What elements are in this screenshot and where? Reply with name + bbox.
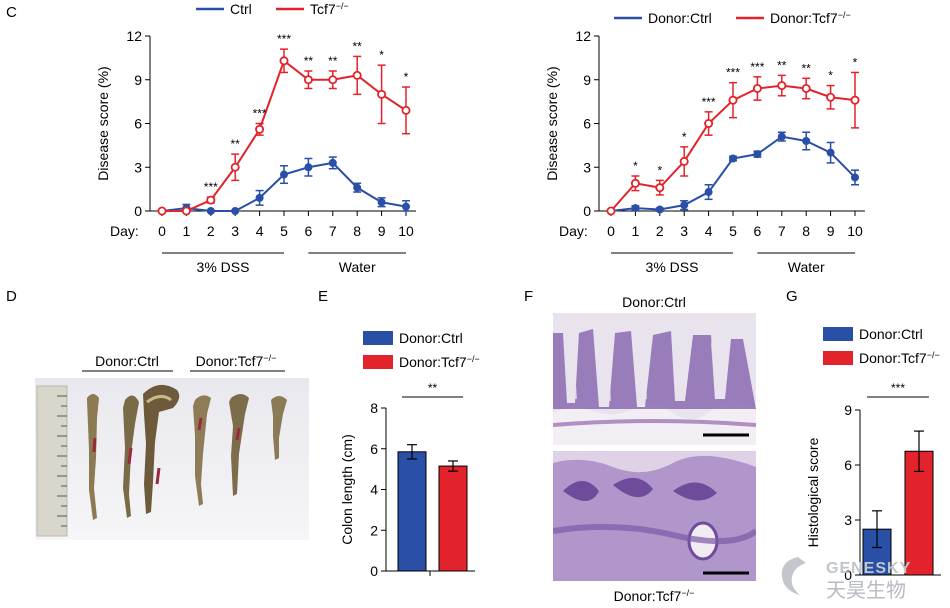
x-tick-label: 9 — [378, 223, 386, 239]
y-axis-label: Disease score (%) — [95, 66, 111, 180]
histology-image-tcf7 — [553, 451, 756, 581]
y-tick-label: 0 — [134, 203, 142, 219]
significance-mark: *** — [204, 180, 218, 194]
significance-mark: * — [404, 70, 409, 84]
significance-mark: * — [379, 48, 384, 62]
x-tick-label: 6 — [305, 223, 313, 239]
data-point — [402, 202, 410, 211]
y-tick-label: 9 — [134, 72, 142, 88]
data-point — [206, 195, 216, 205]
x-tick-label: 4 — [256, 223, 264, 239]
data-point — [206, 207, 215, 215]
legend-label-1: Tcf7−/− — [310, 1, 349, 17]
data-point — [328, 158, 337, 167]
colon-photo — [35, 378, 309, 540]
x-tick-label: 8 — [353, 223, 361, 239]
legend-label-0: Ctrl — [230, 1, 252, 17]
data-point — [280, 170, 288, 179]
data-point — [377, 198, 386, 207]
data-point — [255, 124, 265, 134]
x-tick-label: 7 — [329, 223, 337, 239]
data-point — [303, 75, 313, 85]
significance-mark: ** — [231, 137, 241, 151]
x-tick-label: 5 — [280, 223, 288, 239]
colon-samples-tcf7 — [193, 394, 287, 506]
data-point — [304, 163, 313, 172]
y-tick-label: 6 — [134, 116, 142, 132]
colon-samples-ctrl — [87, 384, 180, 520]
data-point — [255, 193, 264, 202]
y-tick-label: 12 — [126, 28, 142, 44]
data-point — [377, 89, 387, 99]
significance-mark: *** — [277, 32, 291, 46]
data-point — [279, 56, 289, 66]
x-tick-label: 0 — [158, 223, 166, 239]
ruler — [36, 385, 68, 537]
data-point — [352, 70, 362, 80]
y-tick-label: 3 — [134, 159, 142, 175]
significance-mark: ** — [353, 39, 363, 53]
data-point — [401, 105, 411, 115]
data-point — [231, 207, 240, 215]
x-tick-label: 2 — [207, 223, 215, 239]
x-axis-prefix: Day: — [110, 223, 139, 239]
period-label: Water — [339, 259, 376, 275]
period-label: 3% DSS — [197, 259, 250, 275]
significance-mark: ** — [304, 54, 314, 68]
significance-mark: ** — [328, 54, 338, 68]
x-tick-label: 10 — [398, 223, 414, 239]
data-point — [157, 206, 167, 216]
series-line-1 — [162, 59, 407, 212]
x-tick-label: 3 — [231, 223, 239, 239]
data-point — [353, 183, 362, 192]
data-point — [328, 75, 338, 85]
data-point — [181, 206, 191, 216]
x-tick-label: 1 — [183, 223, 191, 239]
histology-image-ctrl — [553, 313, 756, 445]
data-point — [230, 162, 240, 172]
significance-mark: *** — [253, 107, 267, 121]
panel-label-c: C — [6, 4, 17, 21]
